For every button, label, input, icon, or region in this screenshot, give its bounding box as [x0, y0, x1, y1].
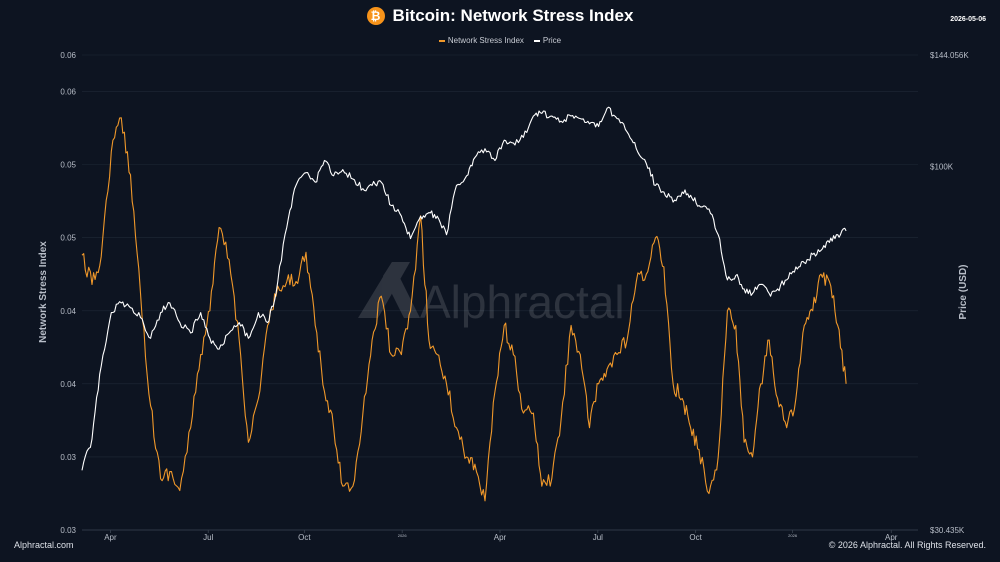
x-tick-label-6: Oct — [689, 533, 702, 542]
watermark-logo-icon — [358, 262, 420, 318]
right-tick-label-0: $144.056K — [930, 51, 969, 60]
title-bar: ₿ Bitcoin: Network Stress Index — [0, 6, 1000, 26]
x-tick-label-5: Jul — [593, 533, 603, 542]
chart-title: Bitcoin: Network Stress Index — [392, 6, 634, 25]
x-tick-label-1: Jul — [203, 533, 213, 542]
left-tick-label-6: 0.03 — [60, 453, 76, 462]
series-line-price — [81, 106, 847, 471]
left-tick-label-7: 0.03 — [60, 526, 76, 535]
left-tick-label-0: 0.06 — [60, 51, 76, 60]
left-tick-label-5: 0.04 — [60, 380, 76, 389]
watermark-layer: Alphractal — [358, 262, 625, 328]
left-tick-label-4: 0.04 — [60, 307, 76, 316]
left-tick-label-2: 0.05 — [60, 161, 76, 170]
right-tick-label-2: $30.435K — [930, 526, 965, 535]
legend-item-stress[interactable]: Network Stress Index — [438, 36, 524, 45]
series-layer — [81, 106, 847, 502]
legend-label-price: Price — [542, 36, 562, 45]
watermark-text: Alphractal — [420, 276, 625, 328]
x-axis-ticks: Apr Jul Oct 2026 Apr Jul Oct 2026 Apr — [104, 530, 898, 542]
x-tick-label-4: Apr — [494, 533, 507, 542]
series-line-stress — [81, 117, 847, 502]
right-axis-label: Price (USD) — [958, 264, 969, 319]
right-axis-ticks: $144.056K $100K $30.435K — [930, 51, 969, 535]
bitcoin-logo-icon: ₿ — [366, 7, 385, 25]
grid-layer — [82, 54, 918, 531]
legend-item-price[interactable]: Price — [533, 36, 562, 45]
footer-copyright: © 2026 Alphractal. All Rights Reserved. — [828, 540, 986, 550]
left-tick-label-1: 0.06 — [60, 88, 76, 97]
x-tick-label-3: 2026 — [398, 533, 408, 538]
legend-label-stress: Network Stress Index — [447, 36, 524, 45]
right-tick-label-1: $100K — [930, 163, 954, 172]
left-tick-label-3: 0.05 — [60, 234, 76, 243]
legend: Network Stress Index Price — [0, 36, 1000, 45]
left-axis-label: Network Stress Index — [38, 241, 49, 343]
x-tick-label-0: Apr — [104, 533, 117, 542]
x-tick-label-7: 2026 — [788, 533, 798, 538]
legend-swatch-price — [533, 39, 540, 42]
left-axis-ticks: 0.06 0.06 0.05 0.05 0.04 0.04 0.03 0.03 — [60, 51, 76, 535]
date-stamp: 2026-05-06 — [950, 16, 986, 23]
footer-site[interactable]: Alphractal.com — [14, 540, 74, 550]
legend-swatch-stress — [438, 39, 445, 42]
x-tick-label-2: Oct — [298, 533, 311, 542]
